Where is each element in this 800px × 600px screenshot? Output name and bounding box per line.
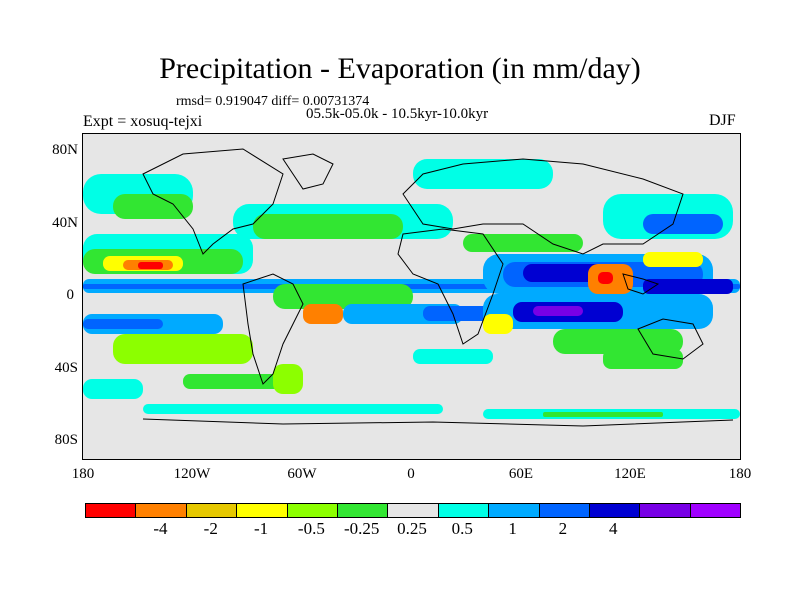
colorbar-swatch (489, 504, 540, 517)
field-patch-navy (643, 279, 733, 294)
y-tick-label: 80N (52, 142, 78, 158)
field-patch-cyan (143, 404, 443, 414)
colorbar-label: 1 (508, 519, 517, 538)
field-patch-green (113, 194, 193, 219)
pe-field-map (83, 148, 740, 427)
field-patch-green (463, 234, 583, 252)
field-patch-blue (643, 214, 723, 234)
field-patch-green_light (113, 334, 253, 364)
colorbar-label: -1 (253, 519, 269, 538)
field-patch-green (553, 329, 683, 354)
field-patch-green_light (273, 364, 303, 394)
colorbar-label: 0.25 (397, 519, 427, 538)
world-map-panel (83, 134, 740, 459)
y-tick-label: 40N (52, 215, 78, 231)
colorbar-label: 4 (608, 519, 618, 538)
x-tick-label: 60E (508, 466, 534, 482)
field-patch-blue (83, 319, 163, 329)
coastlines (142, 148, 734, 427)
colorbar-swatch (589, 504, 641, 517)
map-title: Precipitation - Evaporation (in mm/day) (159, 52, 641, 85)
colorbar (85, 503, 741, 518)
experiment-label: Expt = xosuq-tejxi (83, 113, 203, 130)
colorbar-swatch (640, 504, 691, 517)
field-patch-cyan (413, 159, 553, 189)
x-tick-label: 60W (287, 466, 317, 482)
x-tick-label: 180 (71, 466, 95, 482)
colorbar-swatch (237, 504, 288, 517)
colorbar-swatch (438, 504, 490, 517)
field-patch-green (273, 284, 413, 309)
y-tick-label: 0 (66, 287, 75, 303)
colorbar-swatch (690, 504, 741, 517)
colorbar-swatch (186, 504, 238, 517)
colorbar-swatch (86, 504, 137, 517)
field-patch-red (138, 262, 163, 269)
season-label: DJF (709, 112, 736, 129)
x-tick-label: 180 (728, 466, 752, 482)
y-tick-label: 40S (54, 360, 78, 376)
field-patch-cyan (83, 379, 143, 399)
colorbar-label: 0.5 (451, 519, 473, 538)
anomaly-fields (83, 159, 740, 419)
field-patch-red (598, 272, 613, 284)
colorbar-label: 2 (558, 519, 568, 538)
field-patch-green (603, 349, 683, 369)
x-tick-label: 120W (173, 466, 211, 482)
x-tick-label: 120E (614, 466, 646, 482)
field-patch-green (543, 412, 663, 417)
colorbar-swatch (287, 504, 338, 517)
y-tick-label: 80S (54, 432, 78, 448)
stats-label: rmsd= 0.919047 diff= 0.00731374 (176, 94, 370, 109)
field-patch-yellow (483, 314, 513, 334)
field-patch-orange (303, 304, 343, 324)
field-patch-purple (533, 306, 583, 316)
colorbar-label: -4 (153, 519, 168, 538)
colorbar-label: -0.5 (297, 519, 325, 538)
colorbar-label: -0.25 (343, 519, 380, 538)
x-tick-label: 0 (407, 466, 415, 482)
colorbar-swatch (337, 504, 389, 517)
colorbar-swatch (388, 504, 439, 517)
field-patch-green (253, 214, 403, 239)
field-patch-cyan (413, 349, 493, 364)
field-patch-yellow (643, 252, 703, 267)
colorbar-swatch (539, 504, 590, 517)
colorbar-swatch (136, 504, 187, 517)
period-label: 05.5k-05.0k - 10.5kyr-10.0kyr (306, 106, 489, 122)
colorbar-label: -2 (203, 519, 218, 538)
